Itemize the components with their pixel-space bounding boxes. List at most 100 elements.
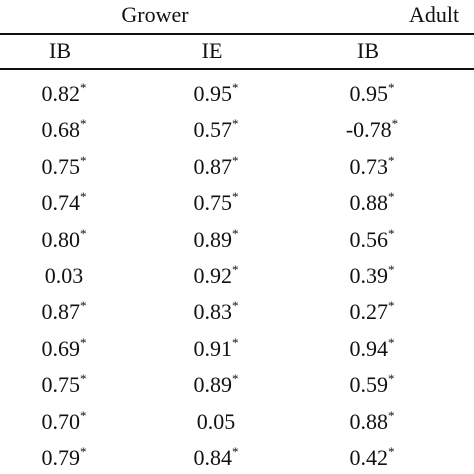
cell: 0.73* <box>349 152 395 179</box>
significance-mark: * <box>80 152 87 168</box>
significance-mark: * <box>232 262 239 277</box>
cell: 0.75* <box>41 371 87 398</box>
cell: 0.88* <box>349 407 395 434</box>
cell: 0.91* <box>193 334 239 361</box>
cell: 0.89* <box>193 225 239 252</box>
significance-mark: * <box>232 298 239 314</box>
significance-mark: * <box>232 116 239 132</box>
cell-value: 0.73 <box>349 153 389 179</box>
significance-mark: * <box>388 444 395 459</box>
cell-value: 0.83 <box>193 299 233 325</box>
rule <box>0 33 474 35</box>
significance-mark: * <box>388 80 395 95</box>
significance-mark: * <box>80 189 87 205</box>
cell-value: 0.59 <box>349 372 389 398</box>
cell: 0.56* <box>349 225 395 252</box>
column-header: IB <box>49 38 71 63</box>
cell-value: 0.95 <box>349 81 389 106</box>
cell: -0.78* <box>345 116 399 143</box>
cell-value: 0.94 <box>349 335 389 361</box>
cell-value: 0.56 <box>349 226 389 252</box>
cell: 0.92* <box>193 262 239 288</box>
cell-value: 0.82 <box>41 81 81 106</box>
significance-mark: * <box>388 298 395 314</box>
significance-mark: * <box>232 371 239 387</box>
cell: 0.87* <box>41 298 87 325</box>
significance-mark: * <box>232 225 239 241</box>
significance-mark: * <box>232 189 239 205</box>
significance-mark: * <box>80 334 87 350</box>
significance-mark: * <box>388 152 395 168</box>
cell: 0.89* <box>193 371 239 398</box>
cell: 0.57* <box>194 116 239 142</box>
cell-value: 0.70 <box>41 408 81 434</box>
significance-mark: * <box>80 116 87 132</box>
cell: 0.05 <box>196 408 236 434</box>
significance-mark: * <box>388 407 395 423</box>
significance-mark: * <box>80 80 87 95</box>
cell: 0.59* <box>349 371 395 398</box>
cell-value: 0.92 <box>193 263 233 288</box>
group-header: Adult <box>409 2 460 27</box>
cell-value: 0.42 <box>349 445 389 470</box>
significance-mark: * <box>388 189 395 205</box>
significance-mark: * <box>232 444 239 459</box>
cell-value: 0.89 <box>193 372 233 398</box>
cell-value: 0.39 <box>349 263 389 288</box>
cell: 0.83* <box>193 298 239 325</box>
cell: 0.03 <box>45 264 84 288</box>
cell-value: 0.75 <box>41 372 81 398</box>
significance-mark: * <box>232 334 239 350</box>
significance-mark: * <box>80 371 87 387</box>
significance-mark: * <box>388 225 395 241</box>
group-header: Grower <box>121 2 189 27</box>
significance-mark: * <box>232 152 239 168</box>
cell: 0.95* <box>193 80 239 106</box>
cell: 0.87* <box>193 152 239 179</box>
significance-mark: * <box>391 116 399 132</box>
significance-mark: * <box>80 407 87 423</box>
cell-value: 0.75 <box>41 153 81 179</box>
cell-value: 0.27 <box>349 299 389 325</box>
cell: 0.95* <box>349 80 395 106</box>
significance-mark: * <box>80 225 87 241</box>
cell: 0.70* <box>41 407 87 434</box>
cell: 0.69* <box>41 334 87 361</box>
cell-value: 0.84 <box>193 445 233 470</box>
cell-value: 0.69 <box>41 335 81 361</box>
cell-value: 0.75 <box>193 190 233 216</box>
cell: 0.88* <box>349 189 395 216</box>
cell: 0.94* <box>349 334 395 361</box>
significance-mark: * <box>232 80 239 95</box>
column-header: IE <box>201 38 223 63</box>
column-header: IB <box>357 38 379 63</box>
cell: 0.75* <box>193 189 239 216</box>
rule <box>0 68 474 70</box>
cell-value: 0.80 <box>41 226 81 252</box>
cell: 0.82* <box>41 80 87 106</box>
cell: 0.75* <box>41 152 87 179</box>
cell: 0.42* <box>349 444 395 470</box>
cell-value: 0.68 <box>41 117 81 143</box>
cell: 0.80* <box>41 225 87 252</box>
cell: 0.79* <box>42 445 87 470</box>
cell-value: -0.78 <box>345 117 392 143</box>
cell: 0.84* <box>193 444 239 470</box>
cell-value: 0.91 <box>193 335 233 361</box>
cell: 0.74* <box>42 189 87 215</box>
cell-value: 0.88 <box>349 190 389 216</box>
cell-value: 0.88 <box>349 408 389 434</box>
significance-mark: * <box>388 262 395 277</box>
cell-value: 0.87 <box>41 299 81 325</box>
cell: 0.68* <box>41 116 87 143</box>
significance-mark: * <box>80 298 87 314</box>
cell-value: 0.87 <box>193 153 233 179</box>
significance-mark: * <box>388 371 395 387</box>
cell: 0.27* <box>349 298 395 325</box>
cell-value: 0.05 <box>196 408 236 434</box>
cell-value: 0.95 <box>193 81 233 106</box>
cell-value: 0.89 <box>193 226 233 252</box>
significance-mark: * <box>388 334 395 350</box>
cell-value: 0.03 <box>44 263 84 288</box>
